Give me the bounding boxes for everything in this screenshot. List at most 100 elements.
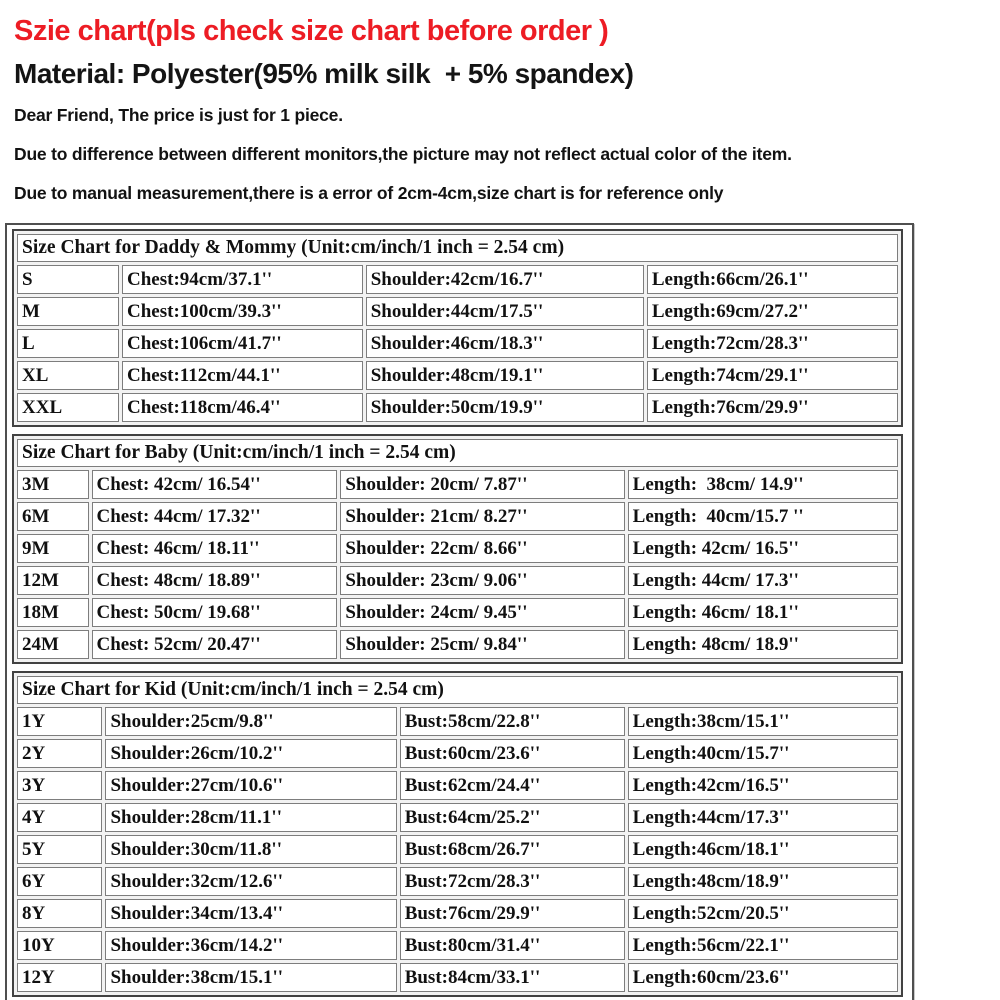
size-label-cell: XL — [17, 361, 120, 390]
measurement-cell: Shoulder:25cm/9.8'' — [105, 707, 397, 736]
table-row: 6M Chest: 44cm/ 17.32'' Shoulder: 21cm/ 8.… — [17, 502, 898, 531]
measurement-cell: Length:60cm/23.6'' — [627, 963, 898, 992]
size-table-kid: Size Chart for Kid (Unit:cm/inch/1 inch … — [12, 671, 903, 997]
measurement-cell: Shoulder:34cm/13.4'' — [105, 899, 397, 928]
measurement-cell: Chest: 50cm/ 19.68'' — [91, 598, 338, 627]
size-label-cell: 8Y — [17, 899, 103, 928]
measurement-cell: Chest:94cm/37.1'' — [122, 265, 363, 294]
measurement-cell: Bust:62cm/24.4'' — [399, 771, 625, 800]
measurement-cell: Shoulder:30cm/11.8'' — [105, 835, 397, 864]
table-row: 2Y Shoulder:26cm/10.2'' Bust:60cm/23.6'' Le… — [17, 739, 898, 768]
table-title-adult: Size Chart for Daddy & Mommy (Unit:cm/in… — [17, 234, 898, 262]
table-row: 3M Chest: 42cm/ 16.54'' Shoulder: 20cm/ 7.… — [17, 470, 898, 499]
table-row: S Chest:94cm/37.1'' Shoulder:42cm/16.7'' Le… — [17, 265, 898, 294]
size-label-cell: 3Y — [17, 771, 103, 800]
measurement-cell: Shoulder: 20cm/ 7.87'' — [340, 470, 625, 499]
measurement-cell: Chest: 46cm/ 18.11'' — [91, 534, 338, 563]
measurement-cell: Length:52cm/20.5'' — [627, 899, 898, 928]
measurement-cell: Shoulder: 23cm/ 9.06'' — [340, 566, 625, 595]
size-label-cell: 5Y — [17, 835, 103, 864]
table-row: 12Y Shoulder:38cm/15.1'' Bust:84cm/33.1'' L… — [17, 963, 898, 992]
measurement-cell: Length:38cm/15.1'' — [627, 707, 898, 736]
measurement-cell: Bust:68cm/26.7'' — [399, 835, 625, 864]
size-label-cell: 12Y — [17, 963, 103, 992]
measurement-cell: Shoulder:26cm/10.2'' — [105, 739, 397, 768]
measurement-cell: Length: 48cm/ 18.9'' — [627, 630, 898, 659]
table-row: 9M Chest: 46cm/ 18.11'' Shoulder: 22cm/ 8.… — [17, 534, 898, 563]
measurement-cell: Shoulder:27cm/10.6'' — [105, 771, 397, 800]
measurement-cell: Chest: 52cm/ 20.47'' — [91, 630, 338, 659]
note-price: Dear Friend, The price is just for 1 pie… — [14, 105, 343, 125]
measurement-cell: Length:56cm/22.1'' — [627, 931, 898, 960]
measurement-cell: Shoulder:46cm/18.3'' — [365, 329, 644, 358]
material-line: Material: Polyester(95% milk silk + 5% s… — [14, 58, 634, 89]
table-row: L Chest:106cm/41.7'' Shoulder:46cm/18.3'' L… — [17, 329, 898, 358]
measurement-cell: Length:40cm/15.7'' — [627, 739, 898, 768]
table-title-baby: Size Chart for Baby (Unit:cm/inch/1 inch… — [17, 439, 898, 467]
size-label-cell: 6M — [17, 502, 89, 531]
measurement-cell: Chest:112cm/44.1'' — [122, 361, 363, 390]
size-label-cell: 4Y — [17, 803, 103, 832]
table-row: 12M Chest: 48cm/ 18.89'' Shoulder: 23cm/ 9… — [17, 566, 898, 595]
measurement-cell: Chest:100cm/39.3'' — [122, 297, 363, 326]
measurement-cell: Length:74cm/29.1'' — [646, 361, 898, 390]
measurement-cell: Length:48cm/18.9'' — [627, 867, 898, 896]
size-label-cell: 6Y — [17, 867, 103, 896]
table-row: 18M Chest: 50cm/ 19.68'' Shoulder: 24cm/ 9… — [17, 598, 898, 627]
measurement-cell: Shoulder:38cm/15.1'' — [105, 963, 397, 992]
measurement-cell: Shoulder: 22cm/ 8.66'' — [340, 534, 625, 563]
measurement-cell: Length:46cm/18.1'' — [627, 835, 898, 864]
table-row: XL Chest:112cm/44.1'' Shoulder:48cm/19.1''… — [17, 361, 898, 390]
table-header-row: Size Chart for Baby (Unit:cm/inch/1 inch… — [17, 439, 898, 467]
measurement-cell: Shoulder:28cm/11.1'' — [105, 803, 397, 832]
size-table-baby: Size Chart for Baby (Unit:cm/inch/1 inch… — [12, 434, 903, 664]
size-label-cell: 10Y — [17, 931, 103, 960]
measurement-cell: Length: 46cm/ 18.1'' — [627, 598, 898, 627]
measurement-cell: Length: 44cm/ 17.3'' — [627, 566, 898, 595]
measurement-cell: Shoulder:42cm/16.7'' — [365, 265, 644, 294]
measurement-cell: Chest: 48cm/ 18.89'' — [91, 566, 338, 595]
measurement-cell: Bust:76cm/29.9'' — [399, 899, 625, 928]
size-label-cell: 9M — [17, 534, 89, 563]
size-table-adult: Size Chart for Daddy & Mommy (Unit:cm/in… — [12, 229, 903, 427]
note-measurement-error: Due to manual measurement,there is a err… — [14, 183, 724, 203]
measurement-cell: Bust:80cm/31.4'' — [399, 931, 625, 960]
table-header-row: Size Chart for Kid (Unit:cm/inch/1 inch … — [17, 676, 898, 704]
measurement-cell: Length:69cm/27.2'' — [646, 297, 898, 326]
measurement-cell: Length:42cm/16.5'' — [627, 771, 898, 800]
measurement-cell: Length: 42cm/ 16.5'' — [627, 534, 898, 563]
size-label-cell: 12M — [17, 566, 89, 595]
measurement-cell: Bust:64cm/25.2'' — [399, 803, 625, 832]
size-label-cell: M — [17, 297, 120, 326]
size-label-cell: 18M — [17, 598, 89, 627]
measurement-cell: Shoulder: 21cm/ 8.27'' — [340, 502, 625, 531]
measurement-cell: Length:72cm/28.3'' — [646, 329, 898, 358]
measurement-cell: Length:44cm/17.3'' — [627, 803, 898, 832]
table-row: 10Y Shoulder:36cm/14.2'' Bust:80cm/31.4'' L… — [17, 931, 898, 960]
measurement-cell: Chest:106cm/41.7'' — [122, 329, 363, 358]
table-title-kid: Size Chart for Kid (Unit:cm/inch/1 inch … — [17, 676, 898, 704]
measurement-cell: Chest:118cm/46.4'' — [122, 393, 363, 422]
note-monitor-color: Due to difference between different moni… — [14, 144, 792, 164]
table-row: 1Y Shoulder:25cm/9.8'' Bust:58cm/22.8'' Len… — [17, 707, 898, 736]
table-row: 6Y Shoulder:32cm/12.6'' Bust:72cm/28.3'' Le… — [17, 867, 898, 896]
measurement-cell: Shoulder: 25cm/ 9.84'' — [340, 630, 625, 659]
measurement-cell: Shoulder:50cm/19.9'' — [365, 393, 644, 422]
table-row: 4Y Shoulder:28cm/11.1'' Bust:64cm/25.2'' Le… — [17, 803, 898, 832]
table-row: M Chest:100cm/39.3'' Shoulder:44cm/17.5'' L… — [17, 297, 898, 326]
measurement-cell: Length: 40cm/15.7 '' — [627, 502, 898, 531]
size-label-cell: XXL — [17, 393, 120, 422]
table-row: 24M Chest: 52cm/ 20.47'' Shoulder: 25cm/ 9… — [17, 630, 898, 659]
measurement-cell: Shoulder:48cm/19.1'' — [365, 361, 644, 390]
size-label-cell: 3M — [17, 470, 89, 499]
measurement-cell: Bust:72cm/28.3'' — [399, 867, 625, 896]
measurement-cell: Chest: 42cm/ 16.54'' — [91, 470, 338, 499]
measurement-cell: Bust:60cm/23.6'' — [399, 739, 625, 768]
measurement-cell: Length:76cm/29.9'' — [646, 393, 898, 422]
size-label-cell: L — [17, 329, 120, 358]
size-tables-container: Size Chart for Daddy & Mommy (Unit:cm/in… — [5, 223, 914, 1000]
measurement-cell: Shoulder:44cm/17.5'' — [365, 297, 644, 326]
table-row: 3Y Shoulder:27cm/10.6'' Bust:62cm/24.4'' Le… — [17, 771, 898, 800]
table-row: XXL Chest:118cm/46.4'' Shoulder:50cm/19.9'… — [17, 393, 898, 422]
